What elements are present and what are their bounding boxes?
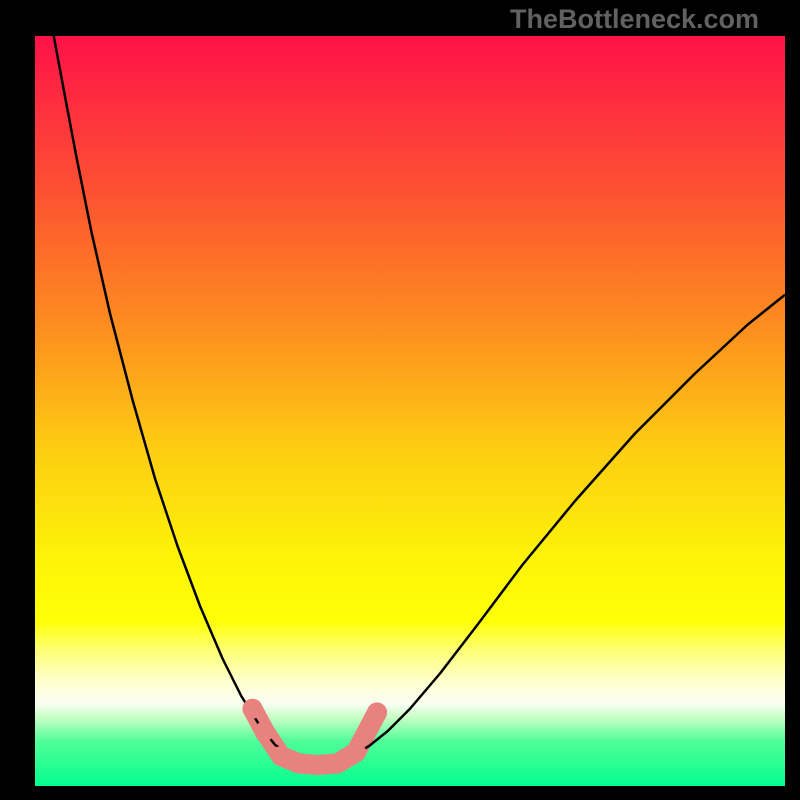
data-marker — [255, 721, 275, 741]
data-marker — [367, 703, 387, 723]
data-marker — [289, 754, 309, 774]
plot-area — [35, 36, 785, 786]
data-marker — [271, 746, 291, 766]
data-marker — [327, 754, 347, 774]
watermark-text: TheBottleneck.com — [510, 4, 759, 35]
plot-svg — [35, 36, 785, 786]
data-marker — [307, 755, 327, 775]
data-marker — [346, 742, 366, 762]
chart-frame: TheBottleneck.com — [0, 0, 800, 800]
data-marker — [243, 699, 263, 719]
gradient-background — [35, 36, 785, 786]
